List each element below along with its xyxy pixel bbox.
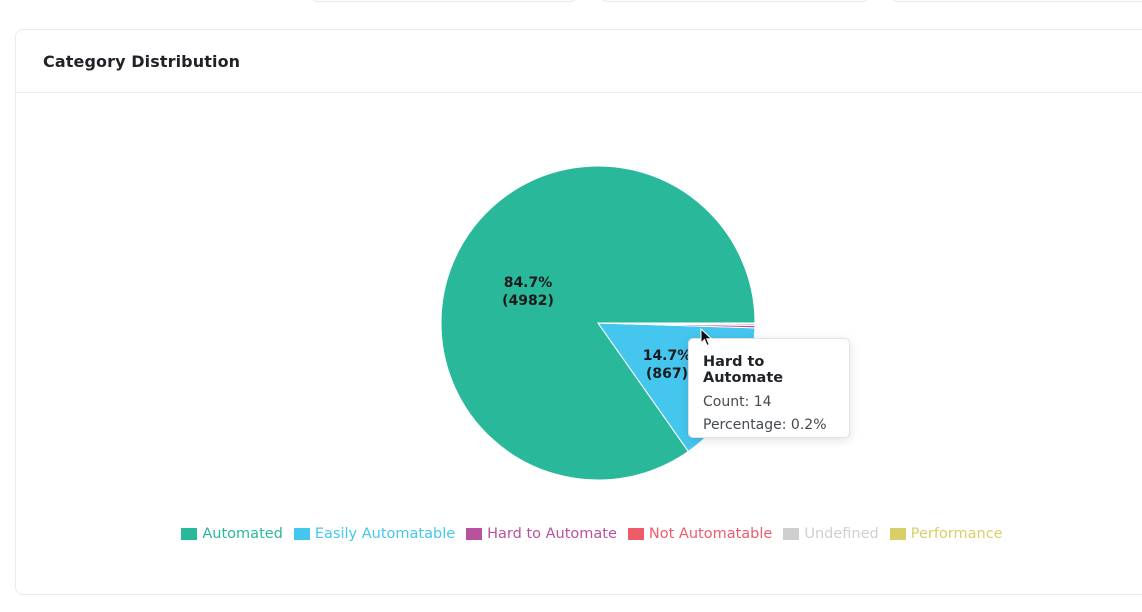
tooltip-percentage: Percentage: 0.2%: [703, 417, 827, 433]
slice-percent-label: 84.7%: [504, 275, 553, 291]
chart-legend: Automated Easily Automatable Hard to Autom…: [0, 526, 1142, 542]
legend-swatch: [466, 528, 483, 540]
legend-item-easily-automatable[interactable]: Easily Automatable: [293, 526, 456, 542]
legend-label: Hard to Automate: [487, 526, 617, 542]
slice-count-label: (4982): [502, 293, 554, 309]
legend-item-automated[interactable]: Automated: [181, 526, 283, 542]
tooltip-count: Count: 14: [703, 394, 772, 410]
chart-tooltip: Hard to Automate Count: 14 Percentage: 0…: [688, 338, 850, 438]
legend-swatch: [889, 528, 906, 540]
mouse-cursor-icon: [700, 328, 713, 347]
legend-item-undefined[interactable]: Undefined: [783, 526, 879, 542]
legend-swatch: [181, 528, 198, 540]
slice-percent-label: 14.7%: [643, 348, 692, 364]
legend-item-hard-to-automate[interactable]: Hard to Automate: [466, 526, 617, 542]
legend-label: Easily Automatable: [314, 526, 456, 542]
legend-item-performance[interactable]: Performance: [889, 526, 1003, 542]
legend-swatch: [293, 528, 310, 540]
card-title: Category Distribution: [43, 52, 241, 71]
legend-label: Not Automatable: [648, 526, 773, 542]
slice-count-label: (867): [646, 366, 688, 382]
tooltip-title: Hard to Automate: [703, 354, 784, 386]
card-header: Category Distribution: [16, 30, 1142, 93]
legend-swatch: [627, 528, 644, 540]
legend-item-not-automatable[interactable]: Not Automatable: [627, 526, 773, 542]
legend-swatch: [783, 528, 800, 540]
legend-label: Undefined: [804, 526, 879, 542]
legend-label: Automated: [202, 526, 283, 542]
legend-label: Performance: [910, 526, 1003, 542]
